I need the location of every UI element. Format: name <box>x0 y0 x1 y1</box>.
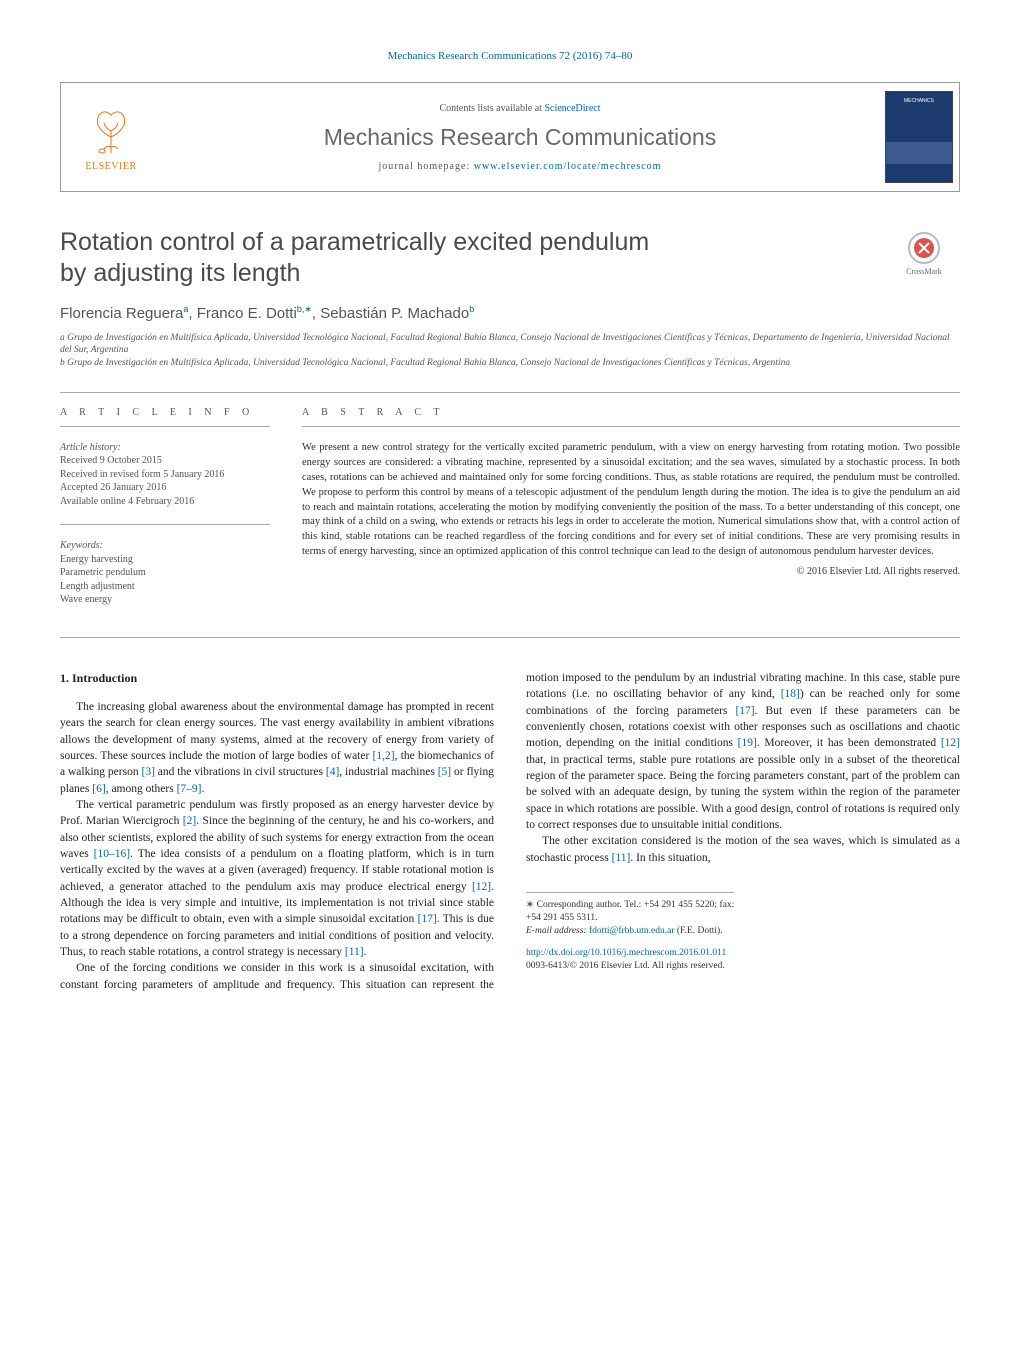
cite-6[interactable]: [6] <box>92 783 105 795</box>
divider-top <box>60 392 960 393</box>
keywords-label: Keywords: <box>60 539 270 553</box>
rights-line: 0093-6413/© 2016 Elsevier Ltd. All right… <box>526 960 734 973</box>
intro-para-1: The increasing global awareness about th… <box>60 699 494 797</box>
cite-18[interactable]: [18] <box>781 688 800 700</box>
history-online: Available online 4 February 2016 <box>60 495 270 509</box>
keyword-1: Energy harvesting <box>60 553 270 567</box>
abstract-divider <box>302 426 960 427</box>
cite-17[interactable]: [17] <box>418 913 437 925</box>
affiliation-b: b Grupo de Investigación en Multifísica … <box>60 357 960 370</box>
author-1-sup: a <box>183 304 188 314</box>
cite-7-9[interactable]: [7–9] <box>177 783 202 795</box>
publisher-name: ELSEVIER <box>85 161 136 172</box>
keywords-block: Keywords: Energy harvesting Parametric p… <box>60 539 270 607</box>
email-line: E-mail address: fdotti@frbb.utn.edu.ar (… <box>526 925 734 938</box>
cite-11[interactable]: [11] <box>345 946 364 958</box>
homepage-link[interactable]: www.elsevier.com/locate/mechrescom <box>474 161 662 172</box>
doi-link[interactable]: http://dx.doi.org/10.1016/j.mechrescom.2… <box>526 948 726 958</box>
article-title: Rotation control of a parametrically exc… <box>60 227 888 290</box>
keyword-2: Parametric pendulum <box>60 566 270 580</box>
journal-title: Mechanics Research Communications <box>324 124 716 151</box>
article-info-column: A R T I C L E I N F O Article history: R… <box>60 407 270 623</box>
p1g: . <box>202 783 205 795</box>
cover-caption: MECHANICS <box>886 92 952 104</box>
journal-header: ELSEVIER Contents lists available at Sci… <box>60 82 960 192</box>
info-divider-1 <box>60 426 270 427</box>
contents-available: Contents lists available at ScienceDirec… <box>439 103 600 114</box>
cite-1-2[interactable]: [1,2] <box>373 750 395 762</box>
title-line-1: Rotation control of a parametrically exc… <box>60 228 649 256</box>
affiliations: a Grupo de Investigación en Multifísica … <box>60 332 960 370</box>
intro-para-4: The other excitation considered is the m… <box>526 833 960 866</box>
sciencedirect-link[interactable]: ScienceDirect <box>544 103 600 114</box>
crossmark-icon <box>907 231 941 265</box>
crossmark-badge[interactable]: CrossMark <box>888 227 960 279</box>
author-3: Sebastián P. Machado <box>320 305 469 322</box>
elsevier-tree-icon <box>84 103 138 157</box>
affiliation-a: a Grupo de Investigación en Multifísica … <box>60 332 960 358</box>
author-2-sup: b,∗ <box>297 304 312 314</box>
homepage-label: journal homepage: <box>379 161 474 172</box>
author-email-link[interactable]: fdotti@frbb.utn.edu.ar <box>589 926 675 936</box>
intro-para-2: The vertical parametric pendulum was fir… <box>60 797 494 960</box>
cite-4[interactable]: [4] <box>326 766 339 778</box>
history-received: Received 9 October 2015 <box>60 454 270 468</box>
abstract-heading: A B S T R A C T <box>302 407 960 418</box>
body-columns: 1. Introduction The increasing global aw… <box>60 670 960 993</box>
divider-mid <box>60 637 960 638</box>
email-suffix: (F.E. Dotti). <box>675 926 723 936</box>
author-2: Franco E. Dotti <box>197 305 297 322</box>
running-head: Mechanics Research Communications 72 (20… <box>60 50 960 62</box>
footnote-block: ∗ Corresponding author. Tel.: +54 291 45… <box>526 892 734 973</box>
p4b: . In this situation, <box>630 852 710 864</box>
cite-19[interactable]: [19] <box>738 737 757 749</box>
doi-line: http://dx.doi.org/10.1016/j.mechrescom.2… <box>526 947 734 960</box>
crossmark-label: CrossMark <box>906 267 942 276</box>
abstract-copyright: © 2016 Elsevier Ltd. All rights reserved… <box>302 566 960 577</box>
p1d: , industrial machines <box>339 766 437 778</box>
cite-12[interactable]: [12] <box>472 881 491 893</box>
p1c: and the vibrations in civil structures <box>155 766 326 778</box>
keyword-4: Wave energy <box>60 593 270 607</box>
cite-12b[interactable]: [12] <box>941 737 960 749</box>
info-heading: A R T I C L E I N F O <box>60 407 270 418</box>
cite-10-16[interactable]: [10–16] <box>94 848 130 860</box>
cite-5[interactable]: [5] <box>438 766 451 778</box>
authors-line: Florencia Regueraa, Franco E. Dottib,∗, … <box>60 304 960 322</box>
cite-3[interactable]: [3] <box>141 766 154 778</box>
header-center: Contents lists available at ScienceDirec… <box>161 83 879 191</box>
abstract-column: A B S T R A C T We present a new control… <box>302 407 960 623</box>
corresponding-author: ∗ Corresponding author. Tel.: +54 291 45… <box>526 899 734 925</box>
author-1: Florencia Reguera <box>60 305 183 322</box>
cover-image: MECHANICS <box>885 91 953 183</box>
email-label: E-mail address: <box>526 926 589 936</box>
article-history: Article history: Received 9 October 2015… <box>60 441 270 509</box>
history-accepted: Accepted 26 January 2016 <box>60 481 270 495</box>
p4a: The other excitation considered is the m… <box>526 835 960 863</box>
cite-17b[interactable]: [17] <box>735 705 754 717</box>
title-line-2: by adjusting its length <box>60 259 300 287</box>
journal-homepage: journal homepage: www.elsevier.com/locat… <box>379 161 662 172</box>
p1f: , among others <box>106 783 177 795</box>
author-3-sup: b <box>469 304 474 314</box>
cite-11b[interactable]: [11] <box>612 852 631 864</box>
section-1-heading: 1. Introduction <box>60 670 494 687</box>
p2g: . <box>364 946 367 958</box>
publisher-logo: ELSEVIER <box>61 83 161 191</box>
history-label: Article history: <box>60 441 270 455</box>
info-divider-2 <box>60 524 270 525</box>
abstract-text: We present a new control strategy for th… <box>302 441 960 560</box>
keyword-3: Length adjustment <box>60 580 270 594</box>
cite-2[interactable]: [2] <box>183 815 196 827</box>
journal-cover-thumb: MECHANICS <box>879 83 959 191</box>
p3e: that, in practical terms, stable pure ro… <box>526 754 960 831</box>
cover-strip <box>886 142 952 164</box>
history-revised: Received in revised form 5 January 2016 <box>60 468 270 482</box>
contents-prefix: Contents lists available at <box>439 103 544 114</box>
p3d: . Moreover, it has been demonstrated <box>757 737 941 749</box>
